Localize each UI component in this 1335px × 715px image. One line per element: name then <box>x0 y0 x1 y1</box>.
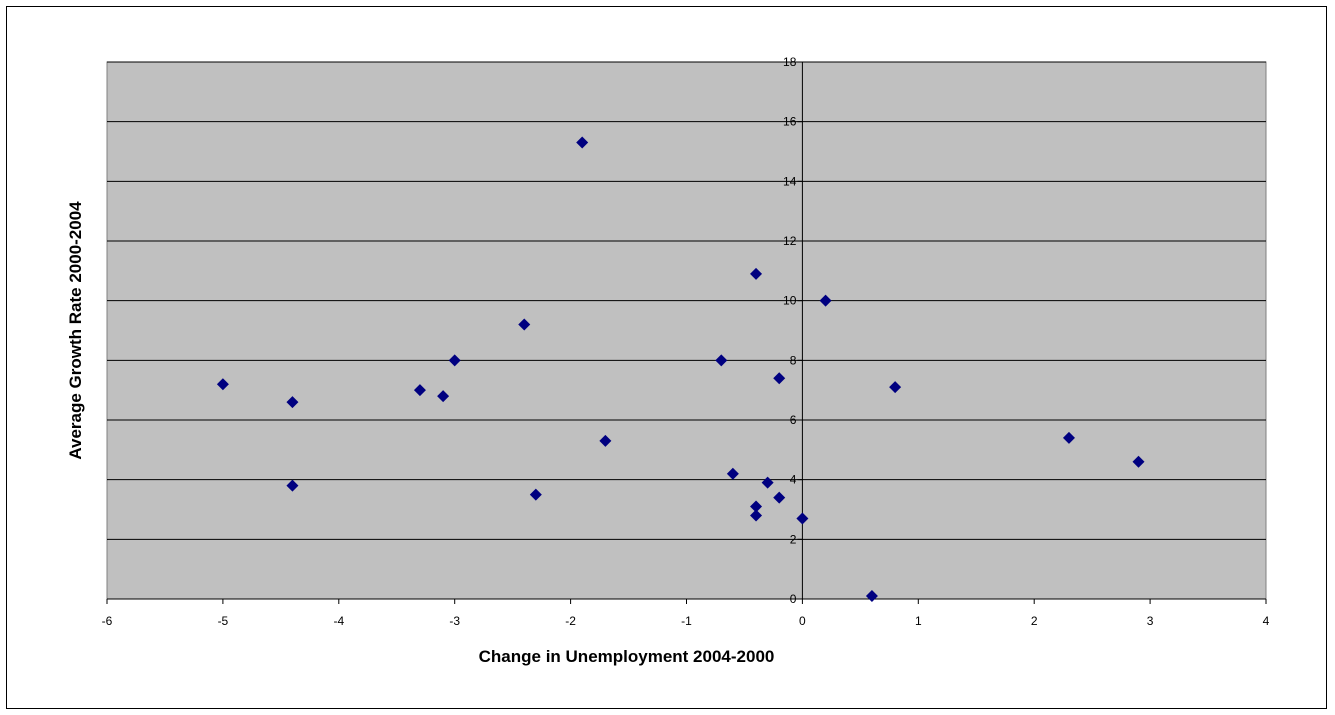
x-tick-label: 1 <box>915 614 922 628</box>
y-tick-label: 16 <box>783 115 797 129</box>
data-point <box>448 354 461 367</box>
data-point <box>889 381 902 394</box>
data-point <box>576 136 589 149</box>
data-points <box>216 136 1145 603</box>
data-point <box>529 488 542 501</box>
data-point <box>726 467 739 480</box>
data-point <box>1062 431 1075 444</box>
data-point <box>750 267 763 280</box>
data-point <box>750 500 763 513</box>
data-point <box>216 378 229 391</box>
y-tick-label: 14 <box>783 174 797 188</box>
x-tick-label: -4 <box>333 614 344 628</box>
data-point <box>518 318 531 331</box>
data-point <box>773 372 786 385</box>
data-point <box>761 476 774 489</box>
data-point <box>819 294 832 307</box>
y-tick-label: 2 <box>790 532 797 546</box>
data-point <box>286 479 299 492</box>
y-tick-label: 12 <box>783 234 797 248</box>
data-point <box>286 396 299 409</box>
data-point <box>750 509 763 522</box>
x-tick-label: -1 <box>681 614 692 628</box>
y-tick-label: 10 <box>783 294 797 308</box>
x-tick-label: 0 <box>799 614 806 628</box>
y-tick-label: 4 <box>790 473 797 487</box>
x-tick-label: -5 <box>218 614 229 628</box>
data-point <box>413 384 426 397</box>
data-point <box>715 354 728 367</box>
y-axis-title: Average Growth Rate 2000-2004 <box>66 201 85 460</box>
x-tick-label: 2 <box>1031 614 1038 628</box>
y-tick-label: 18 <box>783 55 797 69</box>
data-point <box>599 434 612 447</box>
x-axis-title: Change in Unemployment 2004-2000 <box>479 647 775 666</box>
y-tick-label: 0 <box>790 592 797 606</box>
x-tick-label: 3 <box>1147 614 1154 628</box>
x-tick-label: 4 <box>1263 614 1270 628</box>
y-tick-label: 6 <box>790 413 797 427</box>
data-point <box>773 491 786 504</box>
x-tick-label: -6 <box>102 614 113 628</box>
x-tick-label: -3 <box>449 614 460 628</box>
data-point <box>437 390 450 403</box>
data-point <box>796 512 809 525</box>
y-tick-label: 8 <box>790 353 797 367</box>
data-point <box>865 590 878 603</box>
data-point <box>1132 455 1145 468</box>
plot-area <box>106 61 1267 600</box>
x-tick-label: -2 <box>565 614 576 628</box>
gridlines <box>107 61 1266 540</box>
axes <box>106 61 1267 604</box>
